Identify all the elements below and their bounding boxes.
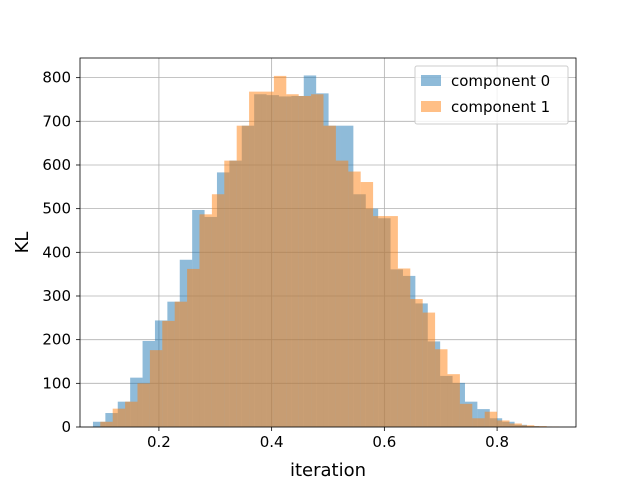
legend-label: component 1 [451,98,550,116]
histogram-bar [199,214,212,427]
y-tick-label: 700 [42,112,71,130]
series-1-bars [100,75,560,428]
histogram-bar [373,216,386,427]
histogram-bar [162,320,175,427]
y-tick-label: 800 [42,69,71,87]
histogram-bar [92,421,106,427]
y-tick-label: 500 [42,200,71,218]
histogram-bar [273,75,287,427]
histogram-bar [261,91,274,428]
y-axis-ticks: 0 100 200 300 400 500 600 700 800 [42,69,80,436]
histogram-bars [92,75,560,428]
y-axis-label: KL [12,232,33,254]
x-tick-label: 0.8 [485,433,509,451]
histogram-bar [323,125,336,427]
y-tick-label: 100 [42,374,71,392]
legend-label: component 0 [451,72,550,90]
plot-area-frame [79,57,577,428]
y-tick-label: 300 [42,287,71,305]
histogram-bar [224,160,237,427]
y-tick-label: 400 [42,243,71,261]
y-tick-label: 600 [42,156,71,174]
y-tick-label: 0 [61,418,71,436]
histogram-bar [521,425,535,427]
histogram-bar [534,426,547,427]
histogram-bar [410,299,423,427]
x-tick-label: 0.4 [260,433,284,451]
x-axis-label: iteration [290,460,366,480]
histogram-bar [422,312,436,427]
histogram-bar [298,95,312,428]
legend-box [414,65,569,125]
x-tick-label: 0.6 [372,433,396,451]
histogram-bar [187,268,200,427]
histogram-bar [397,268,411,427]
histogram-bar [236,125,250,427]
x-tick-label: 0.2 [147,433,171,451]
histogram-bar [348,171,361,427]
histogram-bar [100,421,113,427]
histogram-bar [112,408,126,427]
histogram-bar [435,349,448,427]
histogram-bar [174,301,188,427]
legend-swatch [421,101,441,112]
histogram-bar [385,216,398,427]
histogram-bar [249,91,262,428]
histogram-bar [459,403,473,427]
histogram-bar [125,401,138,427]
legend-swatch [421,75,441,86]
histogram-bar [497,420,510,427]
histogram-bar [311,94,324,428]
histogram-bar [472,418,485,427]
histogram-bar [149,350,163,427]
histogram-bar [484,411,498,427]
y-tick-label: 200 [42,331,71,349]
histogram-bar [137,383,150,427]
histogram-bar [447,374,460,427]
histogram-bar [286,94,299,428]
histogram-bar [509,423,522,427]
histogram-bar [335,160,349,427]
histogram-bar [360,182,374,427]
histogram-bar [211,194,225,427]
legend: component 0 component 1 [414,65,569,125]
x-axis-ticks: 0.2 0.4 0.6 0.8 [147,427,509,451]
